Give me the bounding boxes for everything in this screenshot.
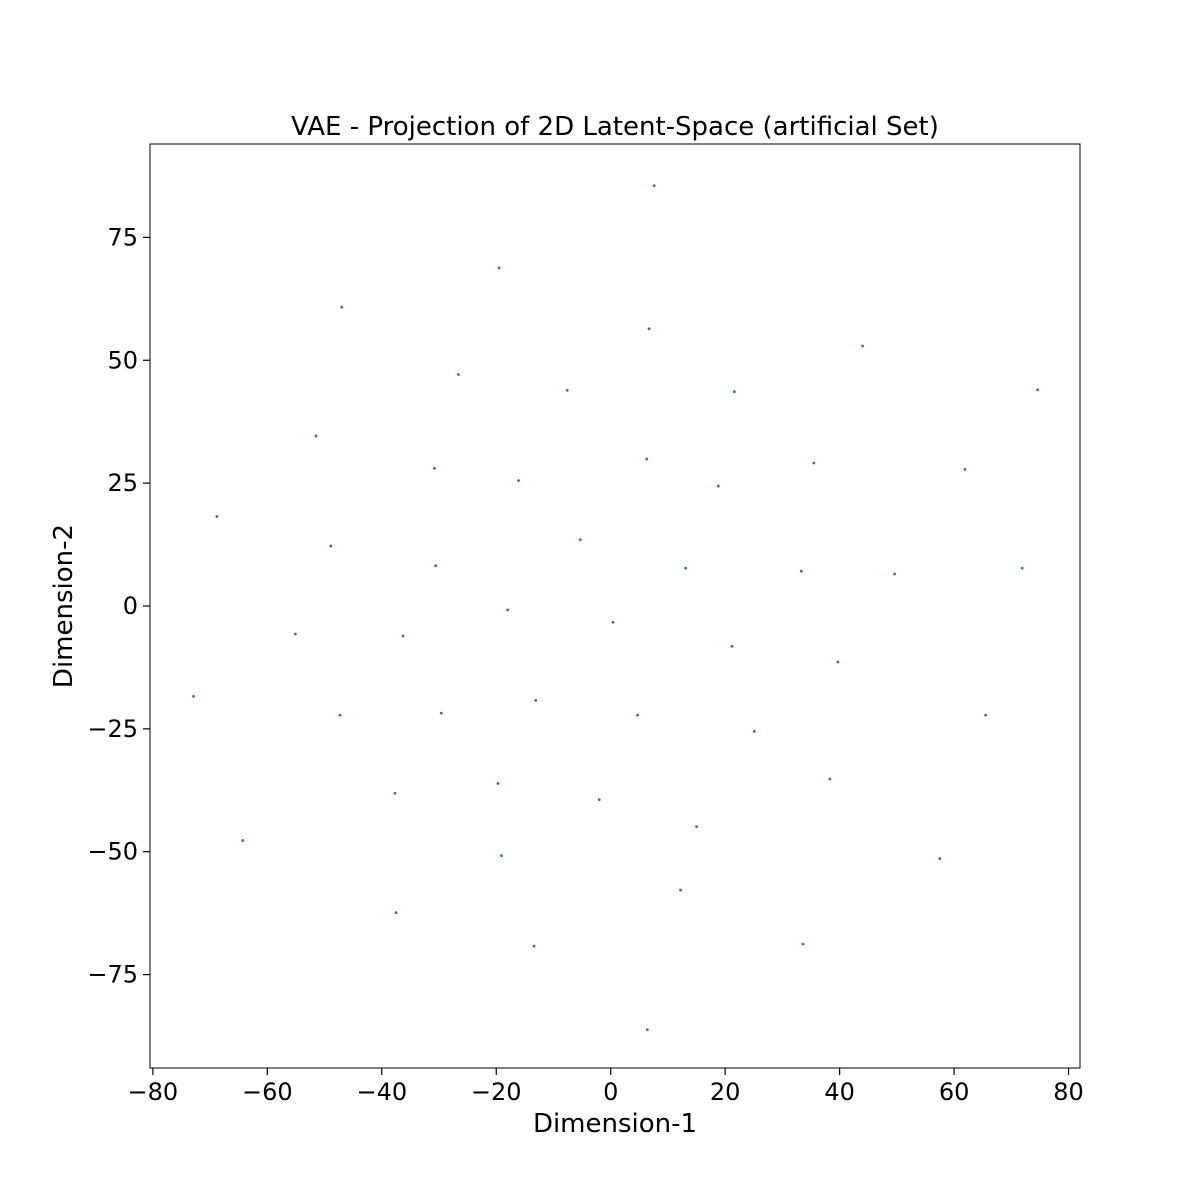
data-point bbox=[679, 888, 682, 892]
data-point bbox=[799, 569, 803, 573]
x-axis: −80 −60 −40 −20 0 20 40 60 80 bbox=[128, 1068, 1084, 1106]
data-point bbox=[695, 825, 698, 829]
data-point bbox=[394, 911, 398, 915]
data-point bbox=[499, 854, 503, 858]
data-point bbox=[732, 390, 736, 394]
x-tick-label: 60 bbox=[939, 1078, 970, 1106]
y-axis: −75 −50 −25 0 25 50 75 bbox=[87, 223, 150, 989]
y-tick-label: 50 bbox=[107, 346, 138, 374]
scatter-points bbox=[192, 184, 1040, 1032]
data-point bbox=[647, 327, 651, 331]
data-point bbox=[752, 729, 756, 733]
data-point bbox=[861, 344, 864, 348]
data-point bbox=[534, 698, 538, 702]
data-point bbox=[801, 942, 805, 946]
data-point bbox=[329, 544, 333, 548]
y-tick-label: −25 bbox=[87, 715, 138, 743]
data-point bbox=[293, 632, 297, 636]
data-point bbox=[401, 634, 405, 638]
x-tick-label: 0 bbox=[603, 1078, 618, 1106]
data-point bbox=[578, 538, 582, 542]
data-point bbox=[497, 266, 501, 270]
data-point bbox=[393, 791, 397, 795]
data-point bbox=[1036, 388, 1040, 392]
data-point bbox=[439, 711, 443, 715]
data-point bbox=[215, 515, 219, 518]
data-point bbox=[645, 1028, 649, 1032]
data-point bbox=[338, 713, 342, 717]
data-point bbox=[340, 305, 344, 309]
x-tick-label: −80 bbox=[128, 1078, 179, 1106]
data-point bbox=[812, 461, 816, 465]
data-point bbox=[506, 608, 510, 612]
data-point bbox=[496, 782, 500, 785]
data-point bbox=[241, 839, 245, 842]
data-point bbox=[434, 564, 437, 568]
x-tick-label: 80 bbox=[1053, 1078, 1084, 1106]
y-tick-label: 25 bbox=[107, 469, 138, 497]
data-point bbox=[1020, 566, 1024, 570]
data-point bbox=[893, 572, 896, 576]
data-point bbox=[836, 660, 840, 664]
data-point bbox=[938, 857, 942, 861]
data-point bbox=[636, 713, 640, 717]
data-point bbox=[984, 713, 987, 717]
data-point bbox=[716, 484, 720, 488]
data-point bbox=[433, 466, 436, 470]
data-point bbox=[457, 373, 460, 376]
data-point bbox=[684, 566, 688, 570]
data-point bbox=[963, 467, 967, 471]
x-tick-label: −60 bbox=[242, 1078, 293, 1106]
data-point bbox=[652, 184, 656, 188]
x-tick-label: 20 bbox=[710, 1078, 741, 1106]
chart-title: VAE - Projection of 2D Latent-Space (art… bbox=[291, 112, 939, 142]
x-tick-label: −20 bbox=[471, 1078, 522, 1106]
data-point bbox=[517, 479, 520, 483]
plot-area-frame bbox=[149, 143, 1081, 1069]
y-axis-label: Dimension-2 bbox=[49, 524, 79, 688]
data-point bbox=[192, 695, 195, 698]
data-point bbox=[314, 434, 318, 438]
x-tick-label: 40 bbox=[824, 1078, 855, 1106]
x-axis-label: Dimension-1 bbox=[533, 1109, 697, 1139]
y-tick-label: 75 bbox=[107, 223, 138, 251]
y-tick-label: −50 bbox=[87, 838, 138, 866]
data-point bbox=[565, 388, 569, 392]
data-point bbox=[828, 777, 832, 781]
data-point bbox=[532, 944, 536, 948]
y-tick-label: −75 bbox=[87, 961, 138, 989]
data-point bbox=[730, 644, 734, 648]
x-tick-label: −40 bbox=[356, 1078, 407, 1106]
data-point bbox=[645, 457, 649, 461]
y-tick-label: 0 bbox=[123, 592, 138, 620]
data-point bbox=[611, 620, 615, 624]
data-point bbox=[597, 798, 601, 802]
